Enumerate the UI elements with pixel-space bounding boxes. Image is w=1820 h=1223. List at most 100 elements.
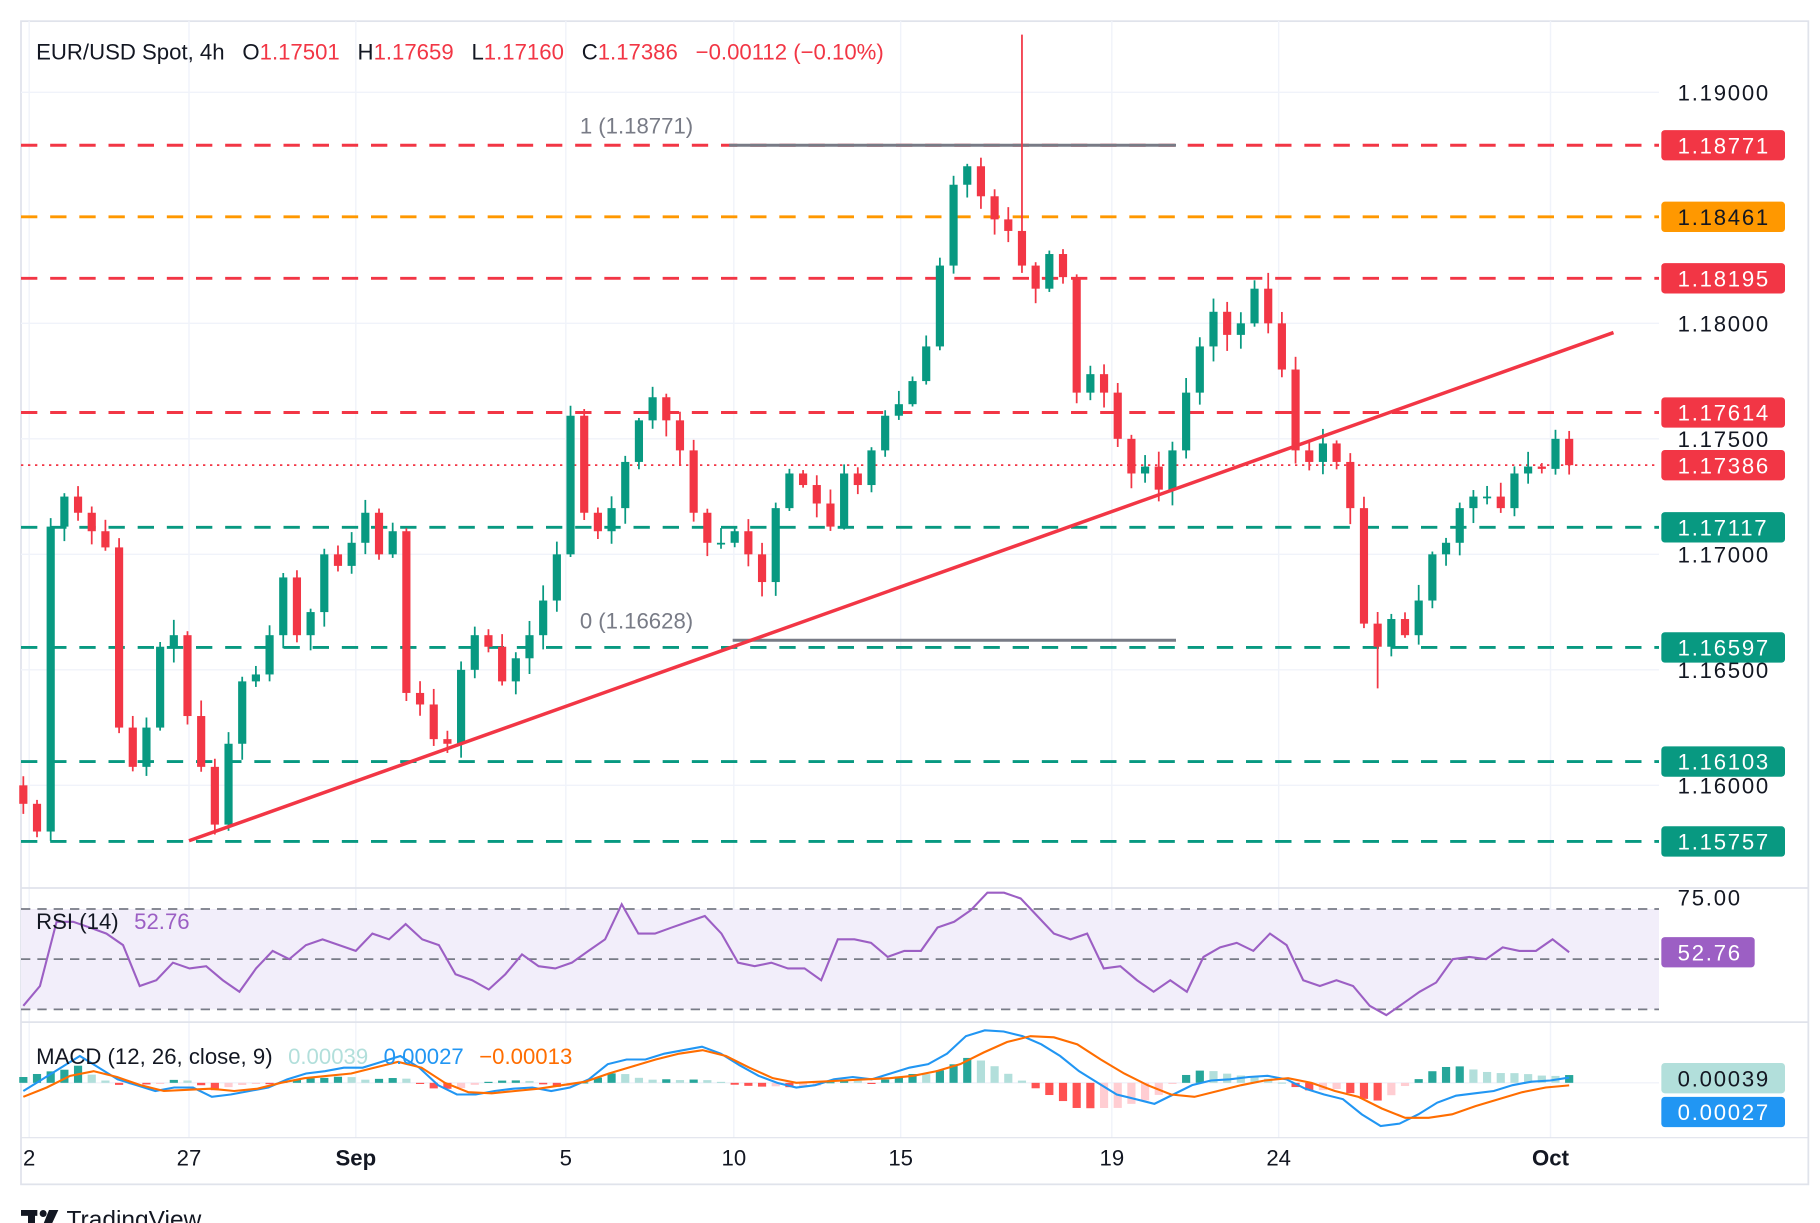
candle-body [361,512,370,543]
macd-histogram-bar [402,1078,411,1083]
candle-body [1264,288,1273,324]
macd-histogram-bar [498,1080,507,1083]
candle [19,776,28,814]
tradingview-logo[interactable]: TradingView [21,1207,202,1223]
macd-histogram-bar [593,1077,602,1083]
candle-body [1373,623,1382,647]
macd-histogram-bar [1072,1082,1081,1108]
macd-histogram-bar [1250,1076,1259,1083]
candle [306,608,315,651]
candle-body [429,704,438,740]
macd-histogram-bar [46,1071,55,1083]
candles [19,34,1574,841]
macd-histogram-bar [265,1082,274,1085]
macd-histogram-bar [429,1082,438,1089]
candle-body [498,646,507,682]
candle-body [1141,466,1150,474]
macd-histogram-bar [361,1079,370,1083]
rsi-line [22,891,1570,1017]
candle [1264,272,1273,334]
candle-body [607,508,616,532]
candle [908,376,917,407]
macd-histogram-bar [908,1073,917,1083]
macd-histogram-bar [922,1074,931,1083]
candle [703,508,712,557]
candle [785,468,794,511]
candle-body [1428,554,1437,601]
macd-histogram-bar [457,1082,466,1089]
candle [566,405,575,557]
candle [415,681,425,716]
candle-body [675,420,685,451]
candle-body [703,512,712,543]
time-tick-label: 15 [888,1146,913,1171]
time-axis[interactable]: 2 27 Sep 5 10 15 19 24 Oct [23,1146,1570,1171]
fibonacci-retracement[interactable]: 1 (1.18771) 0 (1.16628) [580,114,1176,642]
candle-body [457,669,466,744]
candle-body [142,727,151,767]
candle [990,189,999,235]
symbol-label: EUR/USD Spot, 4h [36,40,224,65]
candle-body [169,635,178,647]
macd-histogram-bar [675,1080,685,1083]
candle [799,470,808,488]
candle-body [183,635,192,717]
candle-body [511,658,520,682]
time-tick-label: 24 [1266,1146,1291,1171]
price-tick-label: 1.19000 [1678,80,1770,105]
candle-body [1209,311,1218,347]
candle-body [1250,288,1259,324]
candle [1127,434,1136,489]
macd-histogram-bar [306,1078,315,1083]
candle-body [1455,508,1464,543]
candle [1250,280,1259,327]
candle [73,486,83,521]
candle-body [1113,392,1122,439]
low-value: 1.17160 [484,40,564,65]
candle [374,508,384,560]
level-badge [1661,632,1785,663]
candle-body [525,635,534,659]
candle [457,661,466,758]
macd-histogram-bar [1004,1073,1013,1083]
candle-body [1483,496,1492,499]
candle-body [1127,438,1136,474]
open-value: 1.17501 [260,40,340,65]
candle-body [552,554,561,601]
candle [402,528,411,701]
candle [1209,298,1218,362]
price-axis[interactable]: 1.190001.180001.175001.170001.165001.160… [1661,80,1785,1128]
level-badge [1661,201,1785,233]
macd-histogram-bar [1483,1071,1492,1083]
macd-histogram-bar [1359,1082,1369,1099]
macd-histogram-bar [511,1080,520,1083]
candle-body [347,542,356,566]
macd-histogram-bar [32,1073,42,1083]
trendline-line[interactable] [188,330,1615,843]
candle-body [648,397,657,421]
candle [1441,537,1451,566]
candle-body [949,184,958,266]
macd-histogram-bar [60,1069,69,1083]
candle-body [443,739,452,744]
trendline[interactable] [188,330,1615,843]
candle [429,688,438,746]
rsi-axis-label: 75.00 [1678,886,1742,911]
candle [949,175,958,274]
macd-histogram-bar [484,1081,493,1083]
rsi-pane [21,891,1659,1017]
candle-body [922,346,931,382]
candle-body [1346,461,1355,509]
candle [922,335,931,385]
macd-histogram-bar [1510,1073,1519,1083]
candle-body [1045,254,1054,289]
fib-label-0: 0 (1.16628) [580,609,693,634]
candle-body [976,166,986,197]
macd-histogram-bar [525,1080,534,1083]
level-badge-label: 1.18461 [1678,205,1770,230]
rsi-badge-label: 52.76 [1678,940,1742,965]
signal-line [22,1035,1570,1119]
candle-body [388,531,397,555]
high-value: 1.17659 [374,40,454,65]
